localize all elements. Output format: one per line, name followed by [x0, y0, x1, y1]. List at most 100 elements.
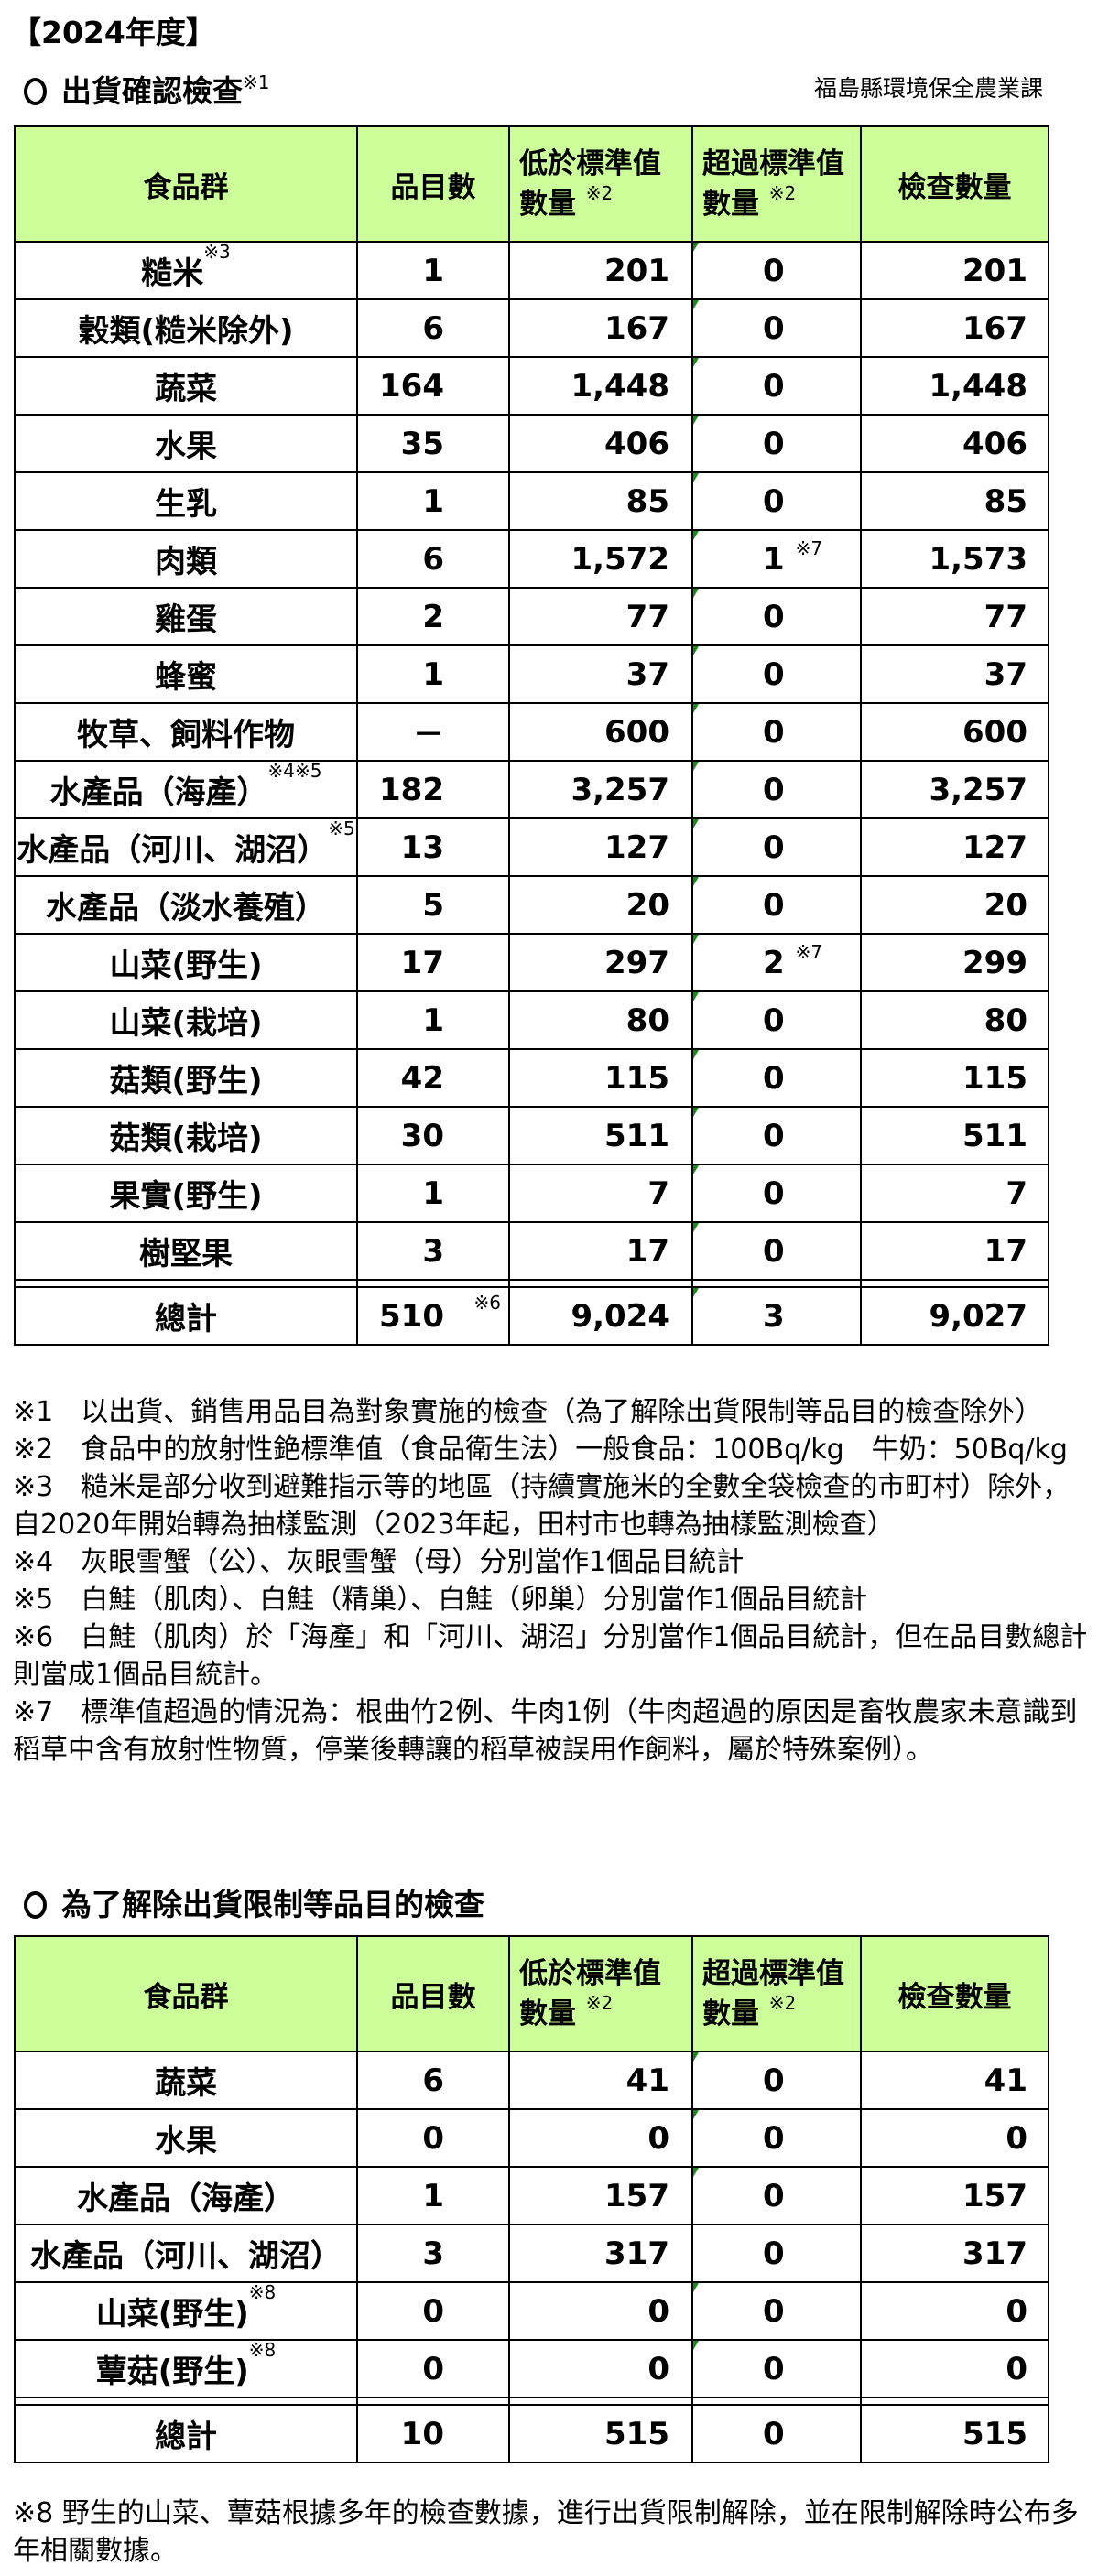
item-count-cell: 164 [356, 356, 510, 416]
section1-notes: ※1 以出貨、銷售用品目為對象實施的檢查（為了解除出貨限制等品目的檢查除外） ※2… [13, 1393, 1089, 1769]
separator-cell [860, 2397, 1049, 2406]
food-group-cell: 蕈菇(野生)※8 [14, 2339, 358, 2398]
inspection-count: 1,573 [860, 529, 1049, 589]
section1-title: 出貨確認檢查 ※1 [24, 73, 269, 110]
comment-marker-icon [693, 1288, 699, 1297]
comment-marker-icon [693, 416, 699, 425]
footnote: ※2 食品中的放射性銫標準值（食品衛生法）一般食品：100Bq/kg 牛奶：50… [13, 1434, 1068, 1466]
above-standard-cell: 0 [691, 2166, 862, 2225]
above-standard-count: 0 [763, 482, 785, 520]
inspection-count: 299 [860, 933, 1049, 992]
header-inspections: 檢查數量 [860, 1935, 1049, 2052]
comment-marker-icon [693, 646, 699, 655]
item-count-cell: 182 [356, 760, 510, 819]
footnote: ※6 白鮭（肌肉）於「海產」和「河川、湖沼」分別當作1個品目統計，但在品目數總計… [13, 1621, 1088, 1691]
above-standard-count: 0 [763, 2235, 785, 2272]
table-row: 樹堅果 3 17 0 17 [14, 1221, 1049, 1281]
item-count-cell: － [356, 702, 510, 762]
below-standard-count: 0 [508, 2281, 693, 2341]
inspection-count: 85 [860, 471, 1049, 531]
item-count: 3 [422, 1232, 444, 1270]
food-group-name: 山菜(栽培) [109, 1005, 263, 1042]
inspection-count: 0 [860, 2281, 1049, 2341]
food-group-cell: 水產品（淡水養殖） [14, 875, 358, 935]
food-group-cell: 樹堅果 [14, 1221, 358, 1281]
above-standard-cell: 0 [691, 241, 862, 300]
header-above-line2: 數量 ※2 [702, 1994, 860, 2034]
below-standard-count: 77 [508, 587, 693, 646]
food-group-name: 菇類(野生) [109, 1063, 263, 1099]
item-count-cell: 35 [356, 414, 510, 473]
food-group-name: 蔬菜 [155, 2065, 217, 2102]
total-row: 總計 10 515 0 515 [14, 2404, 1049, 2463]
above-standard-count: 0 [763, 1001, 785, 1039]
food-group-cell: 蔬菜 [14, 2051, 358, 2110]
below-standard-count: 80 [508, 990, 693, 1050]
table-row: 生乳 1 85 0 85 [14, 471, 1049, 531]
food-group-name: 肉類 [155, 544, 217, 580]
item-count-cell: 13 [356, 817, 510, 877]
food-group-cell: 總計 [14, 1286, 358, 1346]
header-below-note: ※2 [585, 1992, 614, 2014]
item-count: 6 [422, 2062, 444, 2099]
circle-icon [24, 1891, 47, 1919]
header-food-group: 食品群 [14, 1935, 358, 2052]
inspection-count: 7 [860, 1164, 1049, 1223]
below-standard-count: 511 [508, 1106, 693, 1165]
inspection-count: 167 [860, 298, 1049, 358]
food-group-note: ※3 [203, 241, 231, 263]
header-above-note: ※2 [768, 182, 797, 204]
food-group-note: ※5 [328, 817, 355, 839]
separator-cell [356, 1279, 510, 1288]
item-count-note: ※6 [473, 1292, 501, 1314]
food-group-name: 蕈菇(野生) [95, 2354, 249, 2390]
comment-marker-icon [693, 2341, 699, 2350]
header-below-standard: 低於標準值 數量 ※2 [508, 1935, 693, 2052]
table-row: 雞蛋 2 77 0 77 [14, 587, 1049, 646]
food-group-cell: 蜂蜜 [14, 644, 358, 704]
above-standard-count: 0 [763, 425, 785, 462]
header-below-line2-text: 數量 [519, 188, 576, 221]
item-count: 42 [400, 1059, 444, 1097]
below-standard-count: 167 [508, 298, 693, 358]
above-standard-count: 0 [763, 713, 785, 751]
item-count-cell: 0 [356, 2339, 510, 2398]
table-row: 蔬菜 164 1,448 0 1,448 [14, 356, 1049, 416]
comment-marker-icon [693, 1108, 699, 1117]
food-group-cell: 肉類 [14, 529, 358, 589]
below-standard-count: 20 [508, 875, 693, 935]
inspection-count: 41 [860, 2051, 1049, 2110]
inspection-count: 0 [860, 2339, 1049, 2398]
table-row: 肉類 6 1,572 1 ※7 1,573 [14, 529, 1049, 589]
section2-title: 為了解除出貨限制等品目的檢查 [24, 1887, 484, 1923]
food-group-name: 水產品（海產） [77, 2181, 295, 2217]
header-below-line1: 低於標準值 [519, 147, 661, 180]
food-group-name: 水果 [155, 428, 217, 465]
food-group-name: 蔬菜 [155, 371, 217, 407]
below-standard-count: 0 [508, 2339, 693, 2398]
comment-marker-icon [693, 992, 699, 1001]
food-group-cell: 水產品（海產）※4※5 [14, 760, 358, 819]
above-standard-count: 0 [763, 367, 785, 405]
separator-cell [14, 2397, 358, 2406]
table-row: 果實(野生) 1 7 0 7 [14, 1164, 1049, 1223]
food-group-name: 水產品（河川、湖沼） [16, 832, 329, 869]
inspection-count: 317 [860, 2224, 1049, 2283]
separator-cell [860, 1279, 1049, 1288]
above-standard-count: 3 [763, 1297, 785, 1335]
above-standard-cell: 3 [691, 1286, 862, 1346]
food-group-name: 水產品（淡水養殖） [46, 890, 326, 926]
above-standard-count: 0 [763, 828, 785, 866]
above-standard-count: 0 [763, 2415, 785, 2452]
header-below-standard: 低於標準值 數量 ※2 [508, 125, 693, 243]
item-count: 1 [422, 2177, 444, 2214]
table-row: 菇類(栽培) 30 511 0 511 [14, 1106, 1049, 1165]
section2-notes: ※8 野生的山菜、蕈菇根據多年的檢查數據，進行出貨限制解除，並在限制解除時公布多… [13, 2495, 1089, 2570]
above-standard-count: 2 [763, 944, 785, 981]
below-standard-count: 37 [508, 644, 693, 704]
section1-title-text: 出貨確認檢查 [61, 73, 243, 109]
inspection-count: 127 [860, 817, 1049, 877]
header-row: 食品群 品目數 低於標準值 數量 ※2 超過標準值 數量 ※2 檢查數量 [14, 125, 1049, 243]
inspection-count: 115 [860, 1048, 1049, 1108]
food-group-name: 牧草、飼料作物 [77, 717, 295, 753]
